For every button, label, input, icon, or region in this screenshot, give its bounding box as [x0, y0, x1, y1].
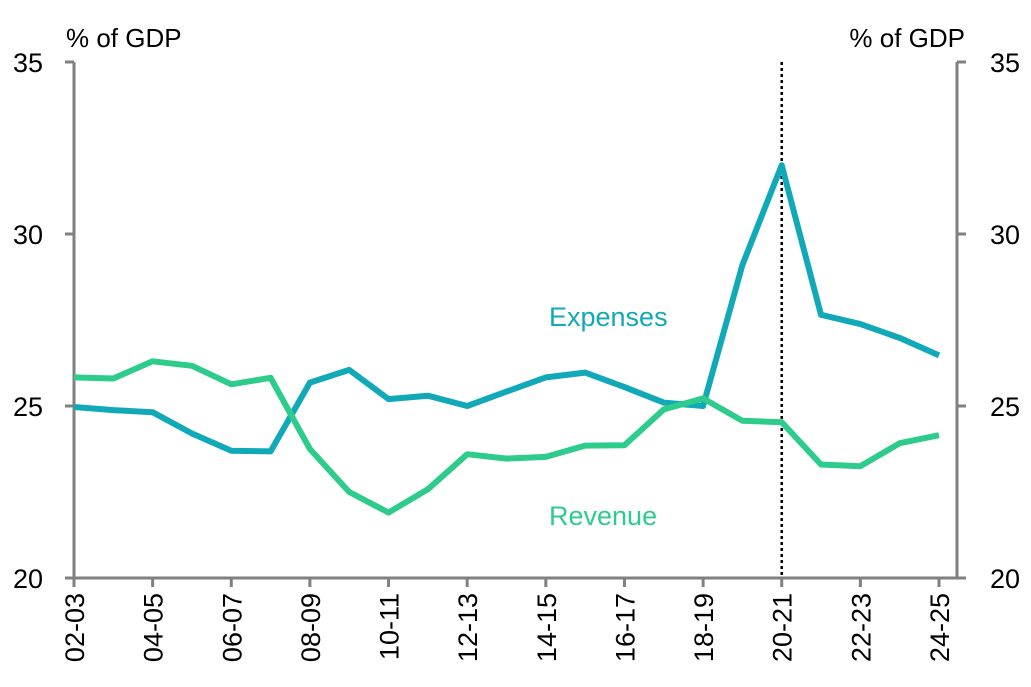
tick-layer: 20 20 25 25 30 30 35 35 02-03 04-05 06-07 08-09 10-1…: [13, 48, 1020, 662]
x-tick-label-20-21: 20-21: [768, 593, 798, 662]
series-line-revenue: [73, 358, 940, 516]
x-tick-label-02-03: 02-03: [60, 593, 90, 662]
x-tick-label-18-19: 18-19: [689, 593, 719, 662]
series-layer: [73, 162, 941, 516]
left-axis-label: % of GDP: [66, 23, 182, 53]
x-tick-label-14-15: 14-15: [532, 593, 562, 662]
x-tick-label-12-13: 12-13: [453, 593, 483, 662]
y-tick-label-left-30: 30: [13, 220, 43, 250]
y-tick-label-right-20: 20: [990, 564, 1020, 594]
series-line-expenses: [73, 162, 941, 455]
x-tick-label-24-25: 24-25: [925, 593, 955, 662]
x-tick-label-16-17: 16-17: [610, 593, 640, 662]
y-tick-label-left-25: 25: [13, 392, 43, 422]
legend-revenue: Revenue: [549, 501, 657, 531]
x-tick-label-06-07: 06-07: [217, 593, 247, 662]
legend-expenses: Expenses: [549, 302, 668, 332]
y-tick-label-right-35: 35: [990, 48, 1020, 78]
x-tick-label-22-23: 22-23: [846, 593, 876, 662]
y-tick-label-left-35: 35: [13, 48, 43, 78]
y-tick-label-right-30: 30: [990, 220, 1020, 250]
x-tick-label-08-09: 08-09: [296, 593, 326, 662]
x-tick-label-04-05: 04-05: [139, 593, 169, 662]
y-tick-label-right-25: 25: [990, 392, 1020, 422]
y-tick-label-left-20: 20: [13, 564, 43, 594]
x-tick-label-10-11: 10-11: [375, 593, 405, 660]
right-axis-label: % of GDP: [849, 23, 965, 53]
